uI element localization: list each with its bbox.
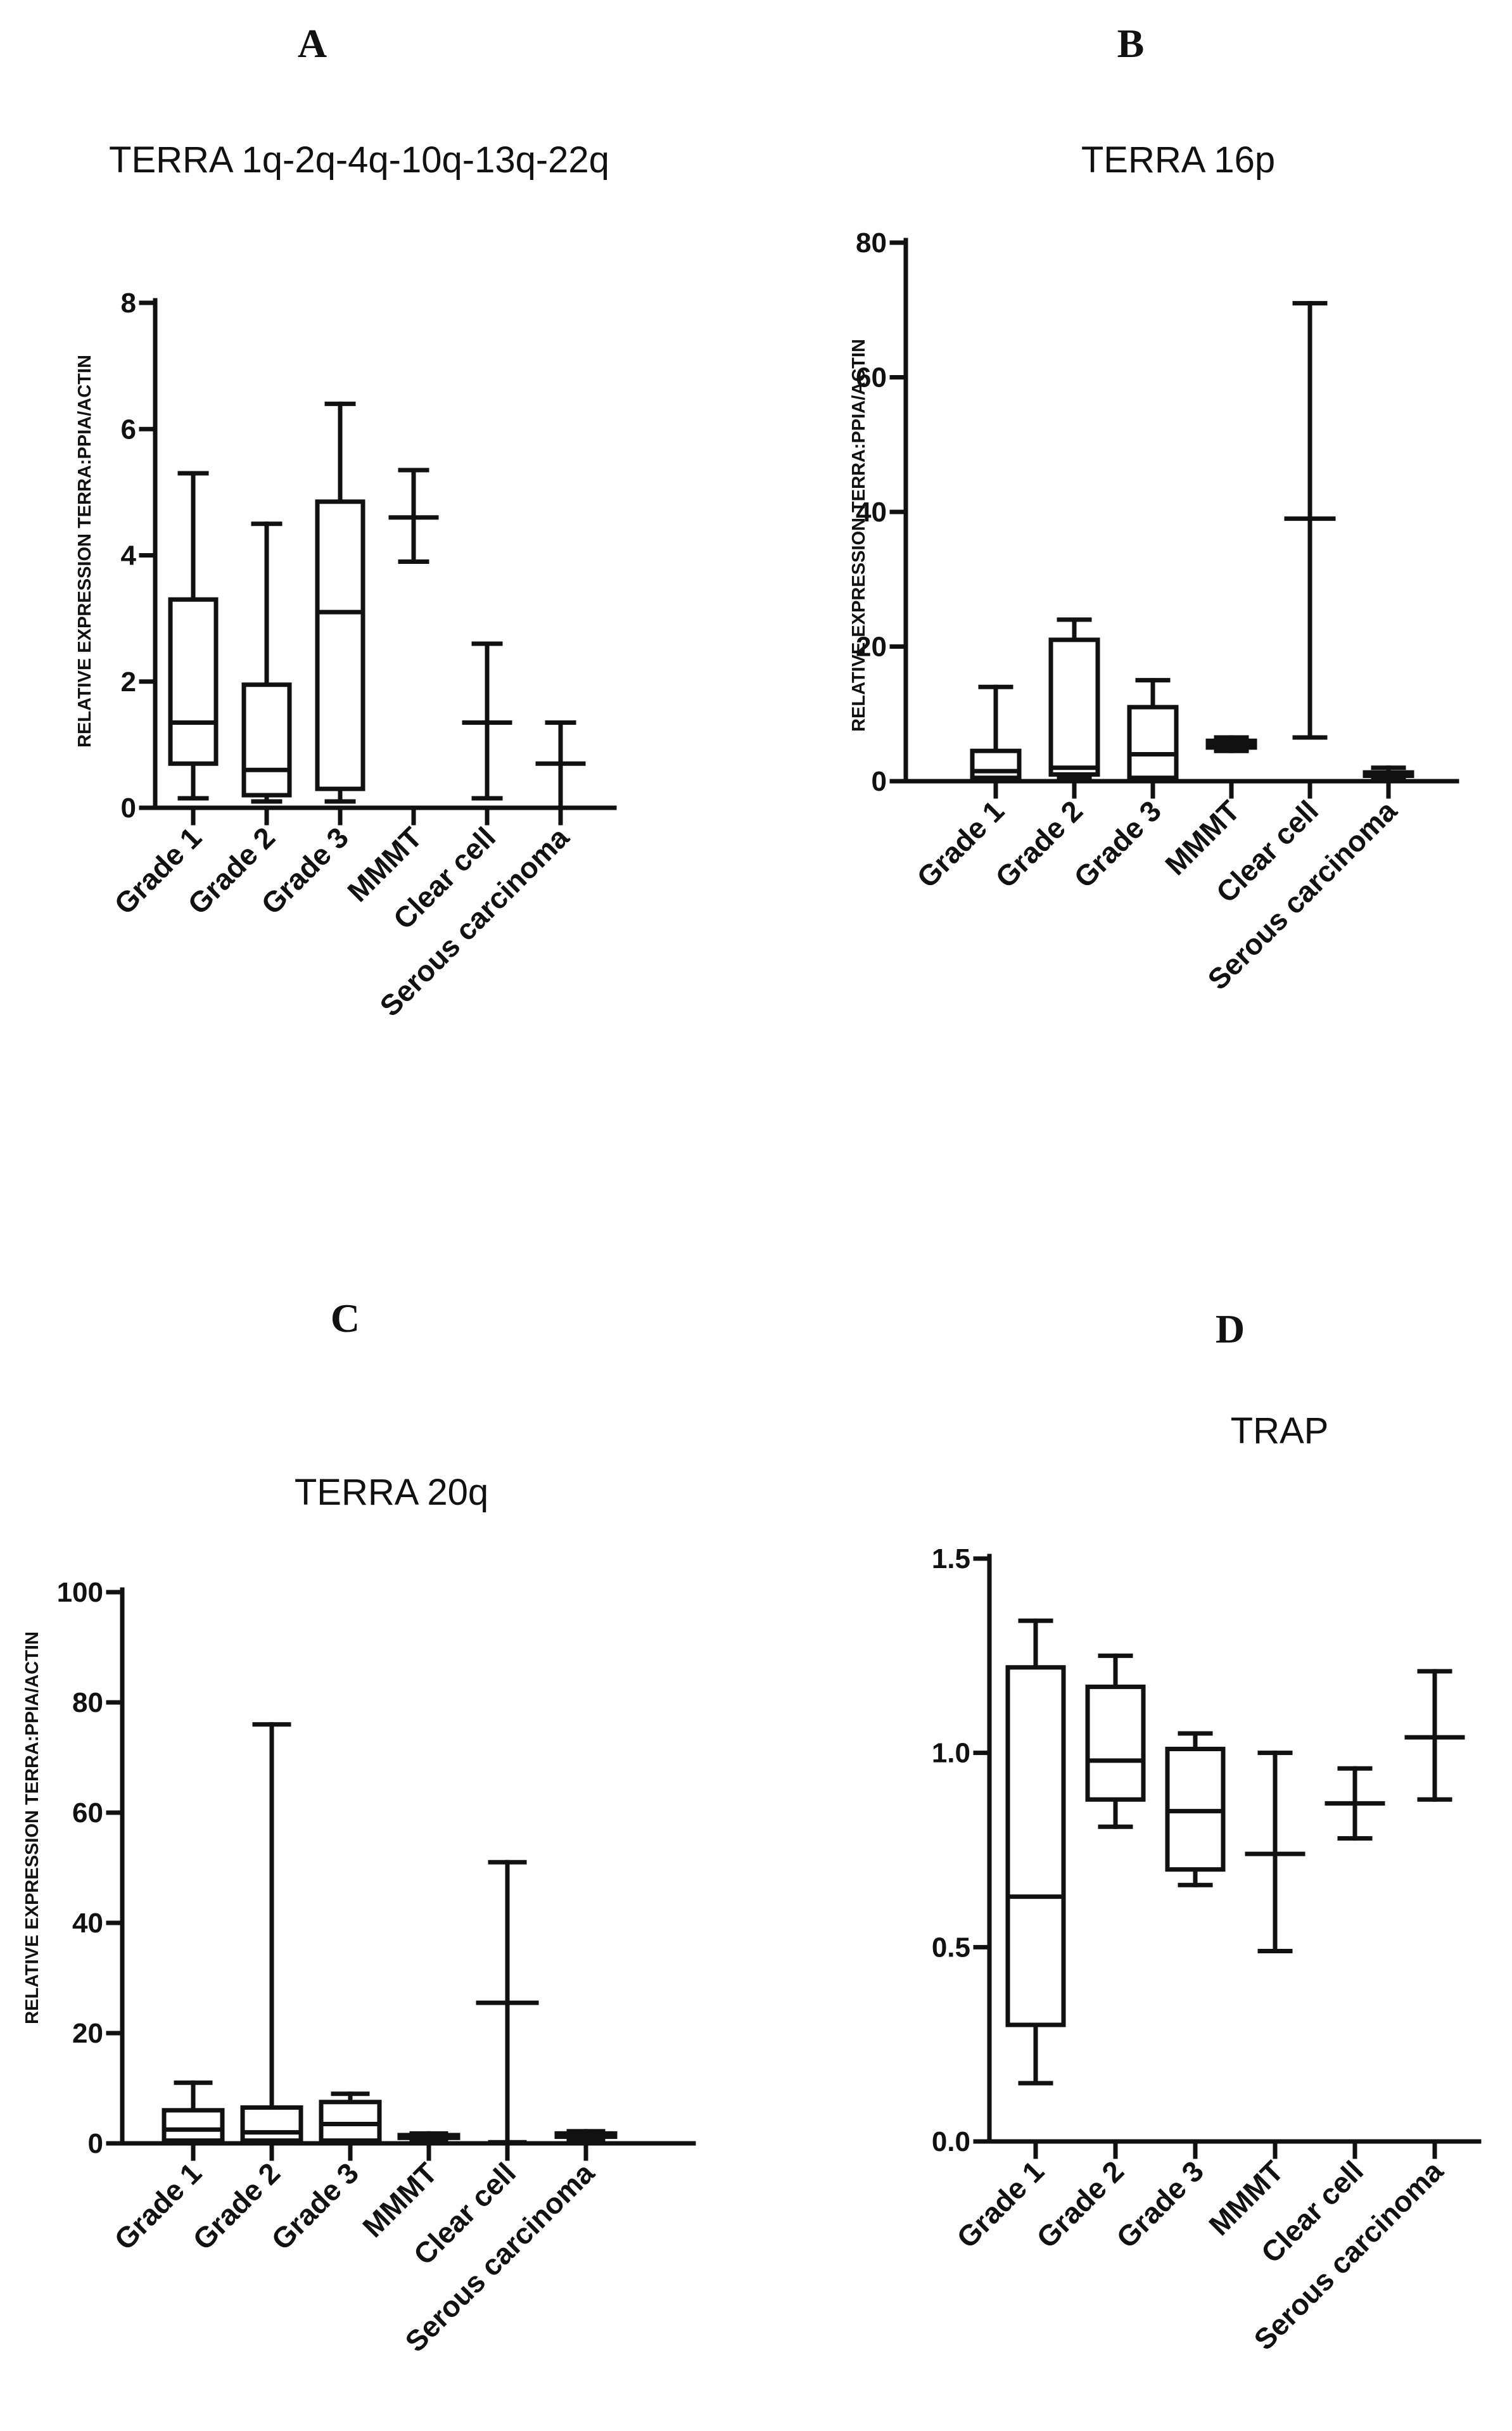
y-axis-label-a: RELATIVE EXPRESSION TERRA:PPIA/ACTIN — [75, 355, 95, 748]
y-tick-label: 60 — [72, 1797, 103, 1828]
y-tick-label: 0 — [121, 793, 136, 824]
y-tick-label: 0.0 — [932, 2126, 970, 2157]
x-tick-label: Grade 3 — [1067, 794, 1167, 894]
box — [241, 682, 292, 798]
y-tick-label: 0 — [872, 766, 887, 797]
x-tick-label: Grade 2 — [1030, 2154, 1130, 2254]
panel-letter-a: A — [298, 21, 327, 66]
chart-title-a: TERRA 1q-2q-4q-10q-13q-22q — [109, 139, 609, 181]
chart-title-b: TERRA 16p — [1081, 139, 1275, 181]
y-tick-label: 2 — [121, 667, 136, 698]
box — [315, 499, 365, 791]
y-tick-label: 0 — [88, 2128, 103, 2159]
x-tick-label: Grade 3 — [1110, 2154, 1210, 2254]
y-tick-label: 6 — [121, 414, 136, 445]
x-tick-label: Grade 1 — [910, 794, 1010, 894]
box — [162, 2108, 225, 2143]
x-tick-label: Grade 3 — [265, 2156, 365, 2256]
box — [1127, 705, 1179, 781]
box — [1048, 637, 1100, 777]
panel-letter-b: B — [1117, 21, 1145, 66]
y-tick-label: 60 — [856, 362, 887, 393]
y-axis-label-c: RELATIVE EXPRESSION TERRA:PPIA/ACTIN — [22, 1631, 42, 2024]
box — [168, 597, 219, 766]
panel-a: A TERRA 1q-2q-4q-10q-13q-22q RELATIVE EX… — [75, 21, 617, 1023]
y-axis-label-b: RELATIVE EXPRESSION TERRA:PPIA/ACTIN — [849, 339, 869, 732]
chart-title-d: TRAP — [1231, 1410, 1329, 1452]
x-tick-label: Grade 2 — [186, 2156, 286, 2256]
box — [319, 2100, 382, 2143]
y-tick-label: 40 — [72, 1908, 103, 1939]
box — [1005, 1665, 1066, 2027]
panel-letter-d: D — [1216, 1306, 1245, 1351]
y-tick-label: 1.5 — [932, 1543, 970, 1574]
y-tick-label: 0.5 — [932, 1932, 970, 1963]
chart-title-c: TERRA 20q — [295, 1472, 488, 1513]
panel-c: C TERRA 20q RELATIVE EXPRESSION TERRA:PP… — [22, 1296, 696, 2358]
x-tick-label: Grade 1 — [950, 2154, 1050, 2254]
x-tick-label: Grade 1 — [108, 2156, 208, 2256]
y-tick-label: 20 — [856, 632, 887, 663]
y-tick-label: 100 — [57, 1577, 103, 1608]
y-tick-label: 4 — [121, 540, 137, 571]
y-tick-label: 20 — [72, 2018, 103, 2049]
y-tick-label: 1.0 — [932, 1738, 970, 1769]
box — [1085, 1684, 1146, 1802]
x-tick-label: Grade 2 — [989, 794, 1089, 894]
box — [240, 2105, 303, 2143]
y-tick-label: 40 — [856, 497, 887, 528]
y-tick-label: 80 — [856, 227, 887, 258]
box — [970, 748, 1022, 781]
y-tick-label: 8 — [121, 288, 136, 319]
panel-b: B TERRA 16p RELATIVE EXPRESSION TERRA:PP… — [849, 21, 1459, 996]
panel-letter-c: C — [331, 1296, 360, 1341]
y-tick-label: 80 — [72, 1687, 103, 1718]
